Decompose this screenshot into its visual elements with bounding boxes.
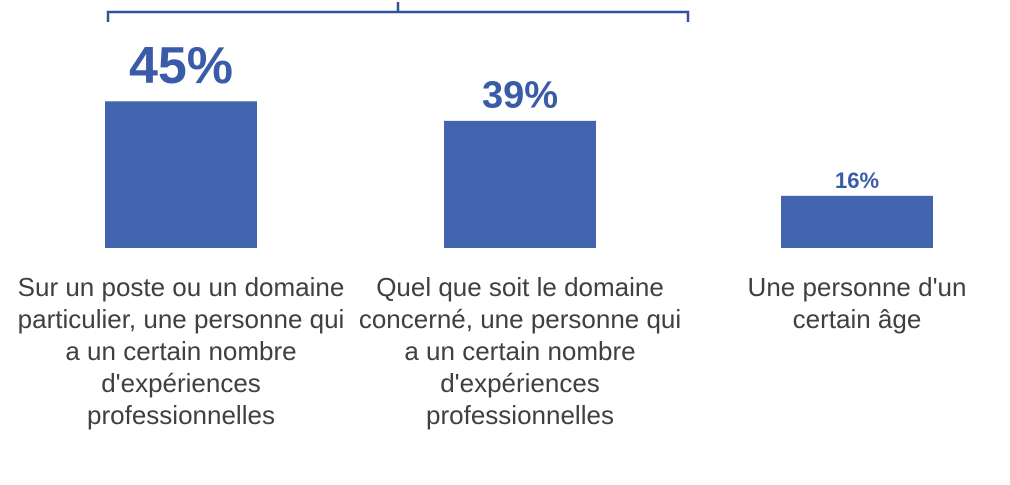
category-label: Une personne d'un certain âge: [747, 272, 967, 334]
bar: [105, 101, 257, 248]
value-label: 16%: [835, 168, 879, 193]
category-label: Quel que soit le domaine concerné, une p…: [358, 272, 682, 430]
bar: [444, 120, 596, 248]
bar: [781, 195, 933, 248]
bracket: [106, 2, 690, 22]
value-label: 39%: [482, 75, 558, 117]
value-label: 45%: [129, 37, 233, 95]
category-label: Sur un poste ou un domaine particulier, …: [17, 272, 345, 430]
